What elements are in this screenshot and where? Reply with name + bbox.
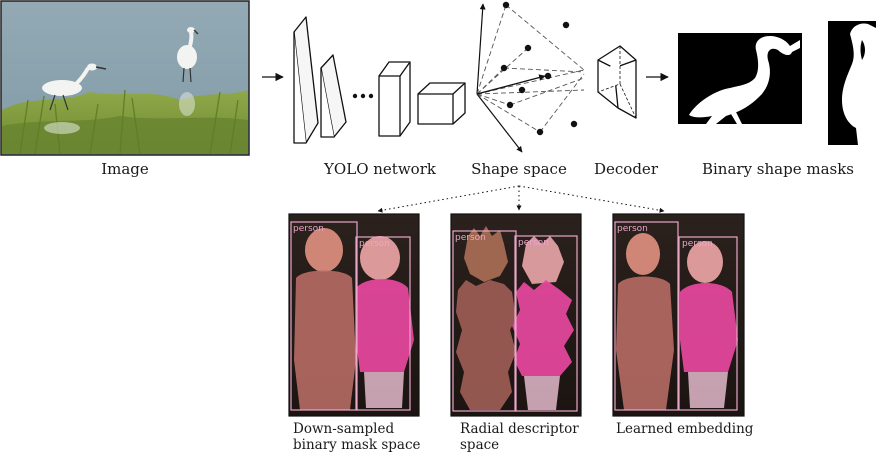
variant-label-3-line1: Learned embedding: [616, 421, 754, 437]
label-masks: Binary shape masks: [702, 160, 854, 178]
detection-tag: person: [359, 239, 390, 249]
boy-overlay: [294, 228, 356, 410]
boy-overlay: [456, 226, 516, 410]
egret-right: [177, 27, 199, 116]
variant-label-1-line2: binary mask space: [293, 437, 421, 453]
binary-mask-right: [828, 21, 876, 145]
variant-label-1-line1: Down-sampled: [293, 421, 394, 437]
variant-label-2-line1: Radial descriptor: [460, 421, 579, 437]
label-image: Image: [101, 160, 149, 178]
variant-panel-downsampled: person person: [288, 213, 420, 417]
boy-overlay: [616, 233, 674, 410]
girl-overlay: [356, 236, 414, 408]
label-decoder: Decoder: [594, 160, 659, 178]
detection-tag: person: [455, 233, 486, 243]
label-shape-space: Shape space: [471, 160, 567, 178]
variant-panel-radial: person person: [450, 213, 582, 417]
detection-tag: person: [293, 224, 324, 234]
label-network: YOLO network: [323, 160, 437, 178]
yolo-network-blocks: [293, 16, 466, 144]
variant-panel-learned: person person: [612, 213, 745, 417]
shape-space: [476, 1, 585, 153]
detection-tag: person: [518, 238, 549, 248]
decoder-prism-icon: [597, 45, 637, 119]
input-photo: [0, 0, 250, 156]
shape-space-dotted-arrows: [377, 185, 665, 213]
egret-left: [42, 63, 107, 134]
girl-overlay: [680, 241, 738, 408]
detection-tag: person: [617, 224, 648, 234]
binary-mask-left: [678, 33, 802, 124]
variant-label-2-line2: space: [460, 437, 499, 453]
detection-tag: person: [682, 239, 713, 249]
girl-overlay: [512, 236, 574, 410]
